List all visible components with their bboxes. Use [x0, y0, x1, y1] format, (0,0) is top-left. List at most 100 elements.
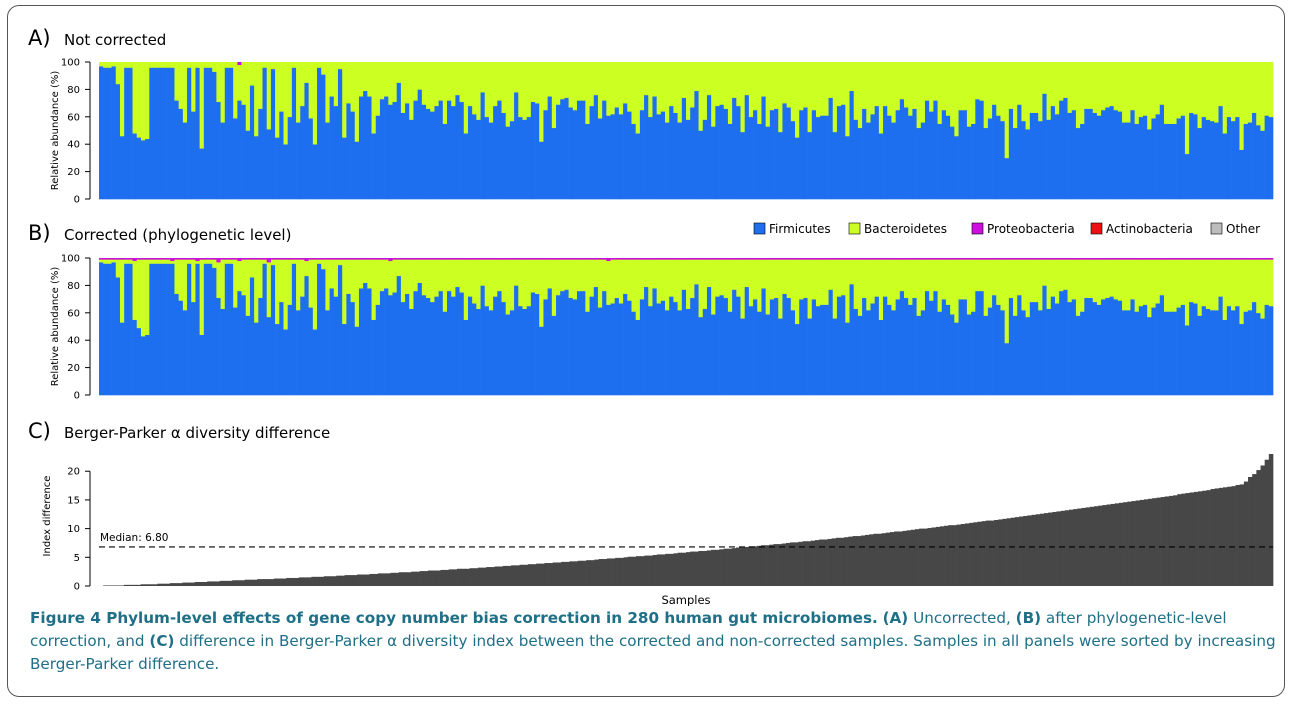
bar-bacteroidetes: [727, 259, 733, 312]
bar-firmicutes: [677, 310, 683, 396]
bar-bacteroidetes: [1210, 259, 1215, 311]
bar-firmicutes: [1105, 107, 1110, 200]
bar-bp-difference: [377, 573, 383, 586]
bar-firmicutes: [530, 101, 536, 200]
bar-bacteroidetes: [669, 62, 674, 107]
bar-proteobacteria: [451, 258, 456, 260]
bar-firmicutes: [920, 122, 926, 200]
bar-firmicutes: [99, 262, 104, 396]
bar-firmicutes: [774, 108, 779, 200]
bar-firmicutes: [467, 105, 473, 200]
y-tick-label: 80: [67, 281, 80, 292]
bar-firmicutes: [673, 301, 678, 396]
bar-firmicutes: [782, 293, 787, 396]
bar-proteobacteria: [686, 258, 691, 260]
bar-firmicutes: [899, 98, 905, 200]
bar-bacteroidetes: [673, 259, 678, 303]
bar-firmicutes: [275, 137, 280, 200]
bar-firmicutes: [564, 97, 569, 200]
bar-firmicutes: [1239, 149, 1244, 200]
bar-bacteroidetes: [1172, 259, 1177, 312]
bar-firmicutes: [648, 305, 653, 396]
bar-firmicutes: [815, 116, 821, 200]
bar-bacteroidetes: [488, 259, 494, 311]
bar-bp-difference: [773, 544, 778, 586]
bar-proteobacteria: [912, 258, 917, 260]
bar-firmicutes: [954, 135, 959, 200]
bar-proteobacteria: [665, 258, 670, 260]
bar-bacteroidetes: [233, 259, 238, 308]
y-tick-label: 100: [61, 254, 80, 265]
bar-bacteroidetes: [208, 259, 213, 264]
bar-bp-difference: [577, 560, 583, 586]
bar-bacteroidetes: [753, 259, 758, 300]
bar-firmicutes: [119, 322, 125, 396]
bar-proteobacteria: [350, 258, 356, 260]
y-tick-label: 20: [67, 167, 80, 178]
bar-proteobacteria: [1222, 258, 1228, 260]
bar-firmicutes: [1214, 122, 1219, 200]
bar-firmicutes: [929, 111, 934, 200]
bar-bp-difference: [873, 533, 878, 586]
bar-firmicutes: [950, 126, 955, 200]
bar-firmicutes: [333, 105, 339, 200]
bar-bacteroidetes: [111, 259, 117, 263]
bar-firmicutes: [576, 100, 582, 200]
bar-firmicutes: [111, 66, 117, 200]
bar-firmicutes: [996, 115, 1001, 200]
bar-proteobacteria: [467, 258, 473, 260]
bar-firmicutes: [1071, 299, 1077, 396]
bar-firmicutes: [975, 98, 980, 200]
bar-firmicutes: [992, 294, 997, 396]
bar-bacteroidetes: [702, 62, 708, 120]
bar-bacteroidetes: [1042, 259, 1047, 286]
bar-proteobacteria: [287, 258, 293, 260]
bar-firmicutes: [136, 327, 142, 396]
bar-firmicutes: [501, 112, 507, 200]
bar-bacteroidetes: [241, 62, 247, 105]
bar-firmicutes: [895, 109, 901, 200]
bar-firmicutes: [312, 144, 318, 200]
bar-bacteroidetes: [950, 259, 955, 315]
bar-bacteroidetes: [99, 259, 104, 263]
bar-bacteroidetes: [124, 259, 129, 264]
bar-proteobacteria: [396, 258, 402, 260]
bar-firmicutes: [480, 92, 486, 200]
bar-bacteroidetes: [1092, 259, 1098, 303]
bar-firmicutes: [1059, 290, 1064, 396]
bar-bp-difference: [1044, 513, 1049, 586]
bar-firmicutes: [690, 107, 695, 200]
bar-bacteroidetes: [547, 62, 553, 97]
bar-firmicutes: [941, 299, 947, 396]
bar-firmicutes: [438, 100, 444, 200]
bar-bp-difference: [432, 570, 437, 586]
bar-proteobacteria: [1059, 258, 1064, 260]
bar-bacteroidetes: [669, 259, 674, 297]
bar-bp-difference: [123, 584, 129, 586]
bar-bacteroidetes: [639, 62, 645, 111]
bar-firmicutes: [912, 297, 917, 396]
bar-firmicutes: [132, 133, 138, 200]
bar-firmicutes: [811, 299, 817, 396]
bar-bacteroidetes: [463, 62, 469, 134]
bar-bacteroidetes: [711, 62, 716, 127]
bar-bacteroidetes: [161, 62, 167, 68]
bar-proteobacteria: [1063, 258, 1068, 260]
bar-bacteroidetes: [660, 62, 666, 112]
panel-c-letter: C): [28, 419, 51, 443]
bar-firmicutes: [166, 67, 171, 200]
bar-bp-difference: [394, 572, 400, 586]
bar-proteobacteria: [954, 258, 959, 260]
bar-firmicutes: [1205, 308, 1211, 396]
bar-proteobacteria: [245, 258, 251, 260]
bar-bacteroidetes: [602, 62, 607, 101]
bar-bp-difference: [827, 538, 833, 586]
bar-bp-difference: [590, 560, 595, 586]
bar-firmicutes: [958, 109, 964, 200]
bar-bp-difference: [1064, 510, 1070, 586]
bar-bacteroidetes: [1172, 62, 1177, 124]
bar-firmicutes: [476, 119, 481, 200]
bar-bacteroidetes: [187, 62, 192, 68]
bar-firmicutes: [354, 141, 360, 200]
bar-bp-difference: [748, 546, 753, 586]
